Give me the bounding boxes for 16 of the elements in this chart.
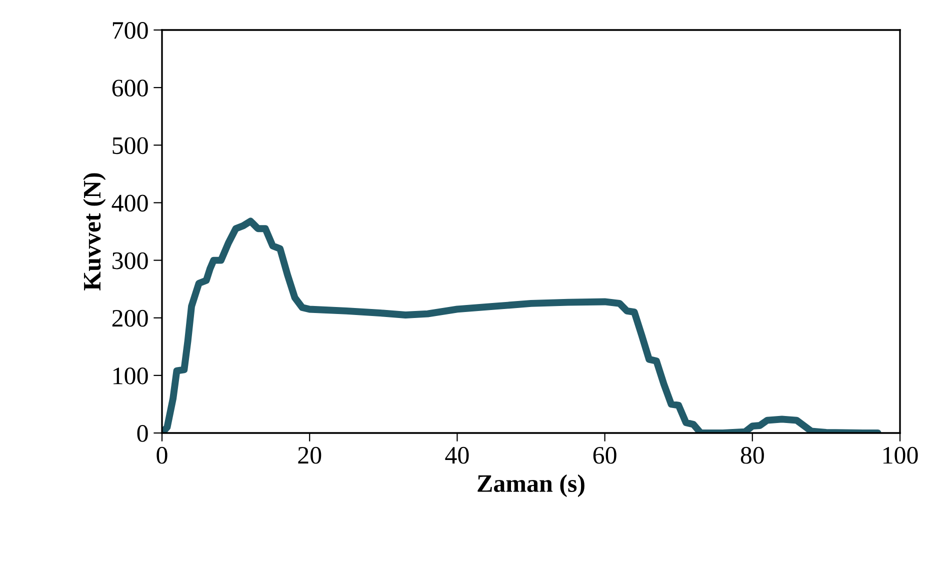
y-tick-label: 400 [112, 194, 148, 212]
y-tick-label: 0 [137, 425, 148, 442]
y-tick-label: 500 [112, 137, 148, 154]
x-axis-title: Zaman (s) [478, 474, 584, 498]
y-tick-label: 700 [112, 22, 148, 39]
x-tick-label: 60 [593, 446, 616, 464]
y-tick-label: 100 [114, 367, 148, 384]
x-tick-label: 20 [298, 446, 322, 464]
y-axis-title: Kuvvet (N) [83, 173, 106, 290]
x-tick-label: 80 [740, 446, 764, 464]
y-tick-label: 600 [112, 80, 148, 96]
x-tick-label: 100 [883, 446, 918, 464]
y-tick-label: 200 [112, 310, 148, 327]
y-tick-label: 300 [112, 252, 148, 270]
x-tick-label: 0 [156, 446, 168, 464]
x-tick-label: 40 [445, 446, 469, 464]
